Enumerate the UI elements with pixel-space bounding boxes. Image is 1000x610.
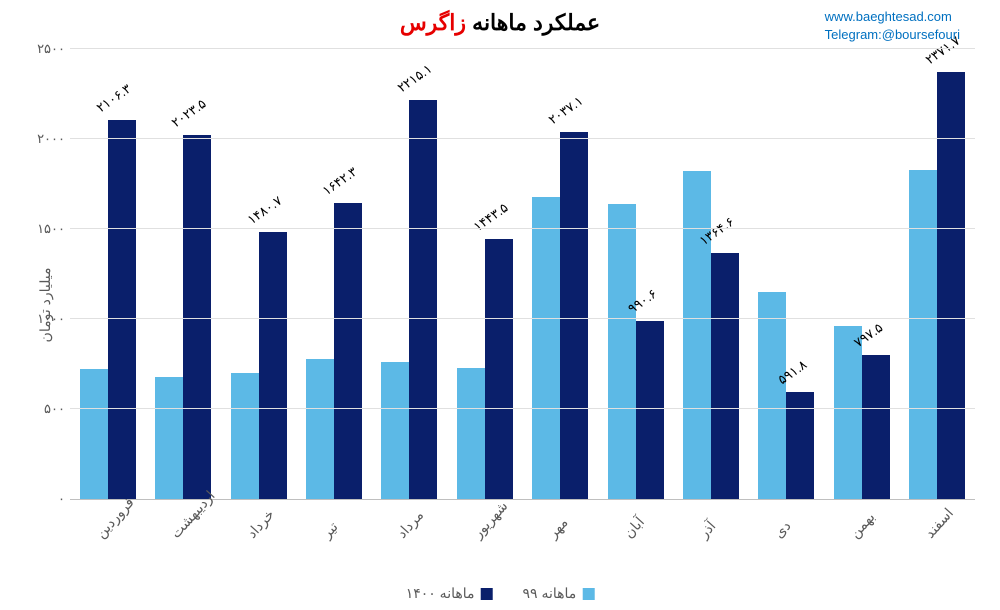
legend-item: ماهانه ۱۴۰۰: [406, 585, 493, 602]
gridline: [70, 318, 975, 319]
legend-label: ماهانه ۱۴۰۰: [406, 585, 475, 602]
bar-series-1400: ۷۹۷.۵: [862, 355, 890, 499]
legend-swatch: [481, 588, 493, 600]
y-tick-label: ۰: [25, 491, 65, 507]
y-axis-label: میلیارد تومان: [37, 268, 54, 343]
legend-swatch: [582, 588, 594, 600]
bar-value-label: ۲۰۲۳.۵: [169, 96, 210, 131]
bar-series-99: [155, 377, 183, 499]
legend: ماهانه ۹۹ ماهانه ۱۴۰۰: [406, 585, 595, 602]
bars-container: ۲۱۰۶.۳ ۲۰۲۳.۵ ۱۴۸۰.۷ ۱۶۴۲.۳ ۲۲۱۵.۱ ۱۴۴۳.۵ ۲۰۳۷…: [70, 50, 975, 499]
legend-item: ماهانه ۹۹: [523, 585, 595, 602]
bar-series-1400: ۲۲۱۵.۱: [409, 100, 437, 499]
bar-value-label: ۱۴۸۰.۷: [244, 193, 285, 228]
bar-series-99: [381, 362, 409, 499]
y-tick-label: ۲۵۰۰: [25, 41, 65, 57]
bar-series-99: [909, 170, 937, 499]
x-axis-labels: فروردیناردیبهشتخردادتیرمردادشهریورمهرآبا…: [70, 504, 975, 527]
bar-group: ۱۳۶۴.۶: [681, 171, 741, 499]
gridline: [70, 408, 975, 409]
plot-area: ۲۱۰۶.۳ ۲۰۲۳.۵ ۱۴۸۰.۷ ۱۶۴۲.۳ ۲۲۱۵.۱ ۱۴۴۳.۵ ۲۰۳۷…: [70, 50, 975, 500]
bar-series-99: [608, 204, 636, 499]
header-links: www.baeghtesad.com Telegram:@boursefouri: [825, 8, 960, 44]
bar-value-label: ۱۴۴۳.۵: [470, 200, 511, 235]
title-part-black: عملکرد ماهانه: [466, 10, 600, 35]
bar-group: ۲۳۷۱.۷: [907, 72, 967, 499]
bar-group: ۲۰۳۷.۱: [530, 132, 590, 499]
bar-series-1400: ۹۹۰.۶: [636, 321, 664, 499]
bar-series-99: [532, 197, 560, 499]
bar-group: ۵۹۱.۸: [756, 292, 816, 499]
y-tick-label: ۵۰۰: [25, 401, 65, 417]
bar-group: ۱۶۴۲.۳: [304, 203, 364, 499]
legend-label: ماهانه ۹۹: [523, 585, 577, 602]
bar-value-label: ۱۶۴۲.۳: [319, 164, 360, 199]
website-link[interactable]: www.baeghtesad.com: [825, 8, 960, 26]
bar-value-label: ۲۲۱۵.۱: [395, 61, 436, 96]
bar-series-1400: ۲۱۰۶.۳: [108, 120, 136, 499]
gridline: [70, 228, 975, 229]
bar-group: ۱۴۸۰.۷: [229, 232, 289, 499]
bar-series-1400: ۱۴۸۰.۷: [259, 232, 287, 499]
bar-series-99: [306, 359, 334, 499]
bar-group: ۲۲۱۵.۱: [379, 100, 439, 499]
y-tick-label: ۱۵۰۰: [25, 221, 65, 237]
bar-series-1400: ۱۶۴۲.۳: [334, 203, 362, 499]
bar-series-1400: ۲۰۲۳.۵: [183, 135, 211, 499]
bar-series-99: [834, 326, 862, 499]
bar-series-99: [231, 373, 259, 499]
bar-group: ۱۴۴۳.۵: [455, 239, 515, 499]
bar-value-label: ۲۰۳۷.۱: [546, 93, 587, 128]
gridline: [70, 138, 975, 139]
chart-title: عملکرد ماهانه زاگرس: [400, 10, 600, 36]
y-tick-label: ۱۰۰۰: [25, 311, 65, 327]
bar-group: ۲۰۲۳.۵: [153, 135, 213, 499]
bar-series-1400: ۲۰۳۷.۱: [560, 132, 588, 499]
bar-series-99: [683, 171, 711, 499]
bar-series-99: [758, 292, 786, 499]
bar-series-1400: ۲۳۷۱.۷: [937, 72, 965, 499]
bar-series-1400: ۱۴۴۳.۵: [485, 239, 513, 499]
bar-group: ۹۹۰.۶: [606, 204, 666, 499]
bar-series-99: [457, 368, 485, 499]
bar-series-1400: ۱۳۶۴.۶: [711, 253, 739, 499]
y-tick-label: ۲۰۰۰: [25, 131, 65, 147]
gridline: [70, 48, 975, 49]
bar-group: ۲۱۰۶.۳: [78, 120, 138, 499]
bar-group: ۷۹۷.۵: [832, 326, 892, 499]
title-part-red: زاگرس: [400, 10, 466, 35]
bar-value-label: ۲۱۰۶.۳: [93, 81, 134, 116]
bar-series-99: [80, 369, 108, 499]
